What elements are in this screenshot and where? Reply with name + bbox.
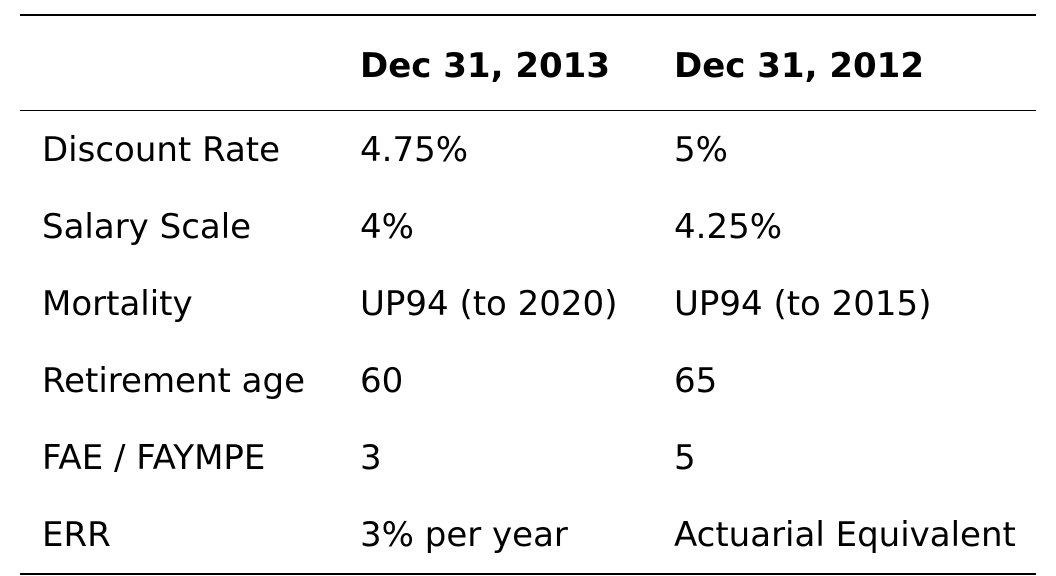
value-2013: 4% bbox=[360, 206, 414, 247]
table-row: Mortality UP94 (to 2020) UP94 (to 2015) bbox=[20, 265, 1036, 342]
table-row: Retirement age 60 65 bbox=[20, 342, 1036, 419]
value-2012: 5 bbox=[674, 437, 696, 478]
row-label: Discount Rate bbox=[42, 129, 281, 170]
header-dec-2013: Dec 31, 2013 bbox=[360, 46, 610, 86]
header-blank-cell bbox=[20, 15, 342, 111]
row-label: ERR bbox=[42, 514, 111, 555]
table-row: Discount Rate 4.75% 5% bbox=[20, 111, 1036, 189]
value-2012: 5% bbox=[674, 129, 728, 170]
assumptions-table: Dec 31, 2013 Dec 31, 2012 Discount Rate … bbox=[20, 14, 1036, 575]
table-row: ERR 3% per year Actuarial Equivalent bbox=[20, 496, 1036, 574]
header-dec-2012: Dec 31, 2012 bbox=[674, 46, 924, 86]
row-label: Salary Scale bbox=[42, 206, 252, 247]
row-label: Mortality bbox=[42, 283, 193, 324]
value-2013: 3 bbox=[360, 437, 382, 478]
value-2012: Actuarial Equivalent bbox=[674, 514, 1016, 555]
value-2013: 3% per year bbox=[360, 514, 568, 555]
value-2012: 65 bbox=[674, 360, 718, 401]
header-row: Dec 31, 2013 Dec 31, 2012 bbox=[20, 15, 1036, 111]
assumptions-table-container: Dec 31, 2013 Dec 31, 2012 Discount Rate … bbox=[20, 14, 1036, 575]
value-2013: 4.75% bbox=[360, 129, 469, 170]
value-2013: UP94 (to 2020) bbox=[360, 283, 618, 324]
table-row: FAE / FAYMPE 3 5 bbox=[20, 419, 1036, 496]
value-2012: UP94 (to 2015) bbox=[674, 283, 932, 324]
value-2013: 60 bbox=[360, 360, 404, 401]
table-row: Salary Scale 4% 4.25% bbox=[20, 188, 1036, 265]
row-label: FAE / FAYMPE bbox=[42, 437, 266, 478]
value-2012: 4.25% bbox=[674, 206, 783, 247]
row-label: Retirement age bbox=[42, 360, 306, 401]
